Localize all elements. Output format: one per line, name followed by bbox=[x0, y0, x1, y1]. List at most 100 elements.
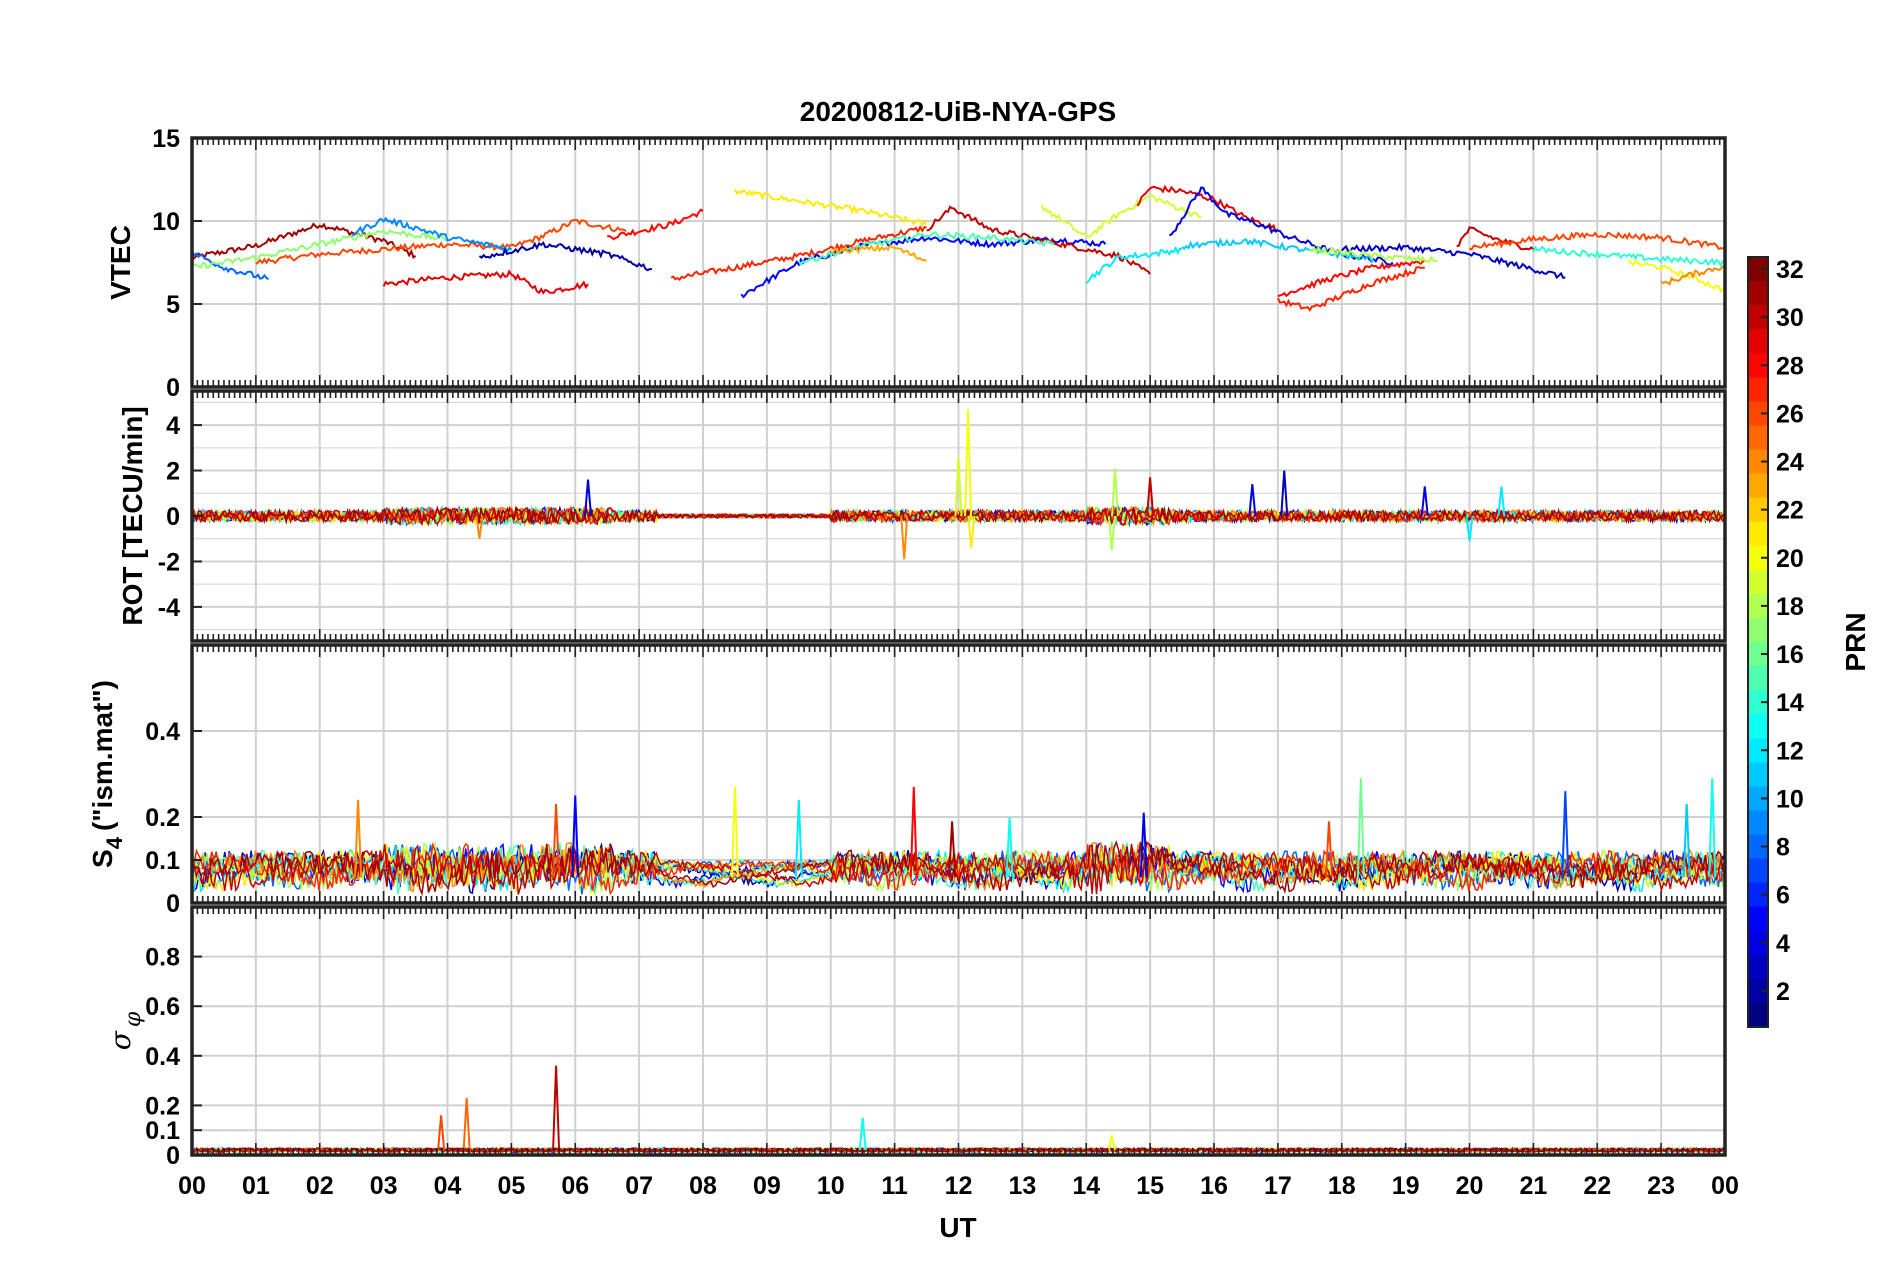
colorbar-tick-label: 26 bbox=[1776, 400, 1804, 428]
x-tick-label: 03 bbox=[370, 1172, 398, 1200]
x-tick-label: 01 bbox=[242, 1172, 270, 1200]
vtec-series-prn-30 bbox=[926, 205, 1151, 275]
noise-trace-prn-24 bbox=[192, 840, 1725, 893]
spike-prn-4 bbox=[1420, 486, 1429, 517]
y-tick-label: -4 bbox=[158, 594, 180, 622]
vtec-series-prn-28 bbox=[607, 208, 704, 241]
vtec-series-prn-21 bbox=[734, 188, 928, 227]
y-tick-label: 2 bbox=[166, 458, 180, 486]
spike-prn-5 bbox=[571, 795, 580, 878]
x-tick-label: 08 bbox=[689, 1172, 717, 1200]
spike-prn-24 bbox=[900, 515, 909, 560]
vtec-series-prn-28 bbox=[1277, 259, 1426, 298]
y-tick-label: 0.1 bbox=[145, 1117, 180, 1145]
y-tick-label: 0.1 bbox=[145, 847, 180, 875]
spike-prn-30 bbox=[552, 1065, 561, 1151]
vtec-series-prn-30 bbox=[1456, 226, 1535, 251]
spike-prn-13 bbox=[1005, 816, 1014, 878]
panel-data bbox=[192, 778, 1725, 897]
spike-prn-11 bbox=[1682, 804, 1691, 878]
x-axis-label: UT bbox=[939, 1212, 976, 1243]
vtec-series-prn-29 bbox=[1136, 184, 1279, 233]
colorbar-tick-label: 22 bbox=[1776, 497, 1804, 525]
x-tick-label: 19 bbox=[1392, 1172, 1420, 1200]
spike-prn-18 bbox=[1107, 515, 1116, 551]
noise-trace-prn-30 bbox=[192, 844, 1725, 895]
colorbar-tick-label: 28 bbox=[1776, 352, 1804, 380]
vtec-series-prn-27 bbox=[670, 225, 927, 281]
spike-prn-26 bbox=[437, 1115, 446, 1151]
spike-prn-30 bbox=[1146, 477, 1155, 517]
colorbar-tick-label: 30 bbox=[1776, 304, 1804, 332]
colorbar-bar bbox=[1747, 256, 1769, 1028]
x-tick-label: 18 bbox=[1328, 1172, 1356, 1200]
vtec-series-prn-27 bbox=[1276, 266, 1425, 312]
y-tick-label: -2 bbox=[158, 548, 180, 576]
x-tick-label: 09 bbox=[753, 1172, 781, 1200]
vtec-series-prn-26 bbox=[255, 218, 627, 265]
spike-prn-19 bbox=[954, 456, 963, 517]
y-axis-label-sub: φ bbox=[121, 1011, 146, 1027]
vtec-series-prn-26 bbox=[1469, 231, 1725, 251]
x-tick-label: 17 bbox=[1264, 1172, 1292, 1200]
colorbar-tick-label: 20 bbox=[1776, 545, 1804, 573]
x-tick-label: 21 bbox=[1519, 1172, 1547, 1200]
spike-prn-20 bbox=[964, 409, 973, 517]
spike-prn-18 bbox=[1110, 468, 1119, 517]
vtec-series-prn-24 bbox=[1660, 264, 1725, 286]
y-tick-label: 0.2 bbox=[145, 1092, 180, 1120]
spike-prn-20 bbox=[730, 786, 739, 878]
y-tick-label: 0 bbox=[166, 374, 180, 402]
colorbar-tick-label: 14 bbox=[1776, 689, 1804, 717]
panel-1: 0 5 10 15 VTEC bbox=[105, 125, 1727, 402]
spike-prn-4 bbox=[584, 479, 593, 517]
vtec-series-prn-29 bbox=[382, 269, 589, 295]
colorbar-label: PRN bbox=[1840, 612, 1871, 671]
noise-trace-prn-18 bbox=[192, 841, 1725, 897]
colorbar-tick-label: 24 bbox=[1776, 449, 1804, 477]
colorbar-tick-label: 32 bbox=[1776, 256, 1804, 284]
noise-trace-prn-27 bbox=[192, 841, 1725, 896]
spike-prn-31 bbox=[948, 821, 957, 878]
y-tick-label: 0.8 bbox=[145, 944, 180, 972]
y-axis-label-sigma: σφ bbox=[104, 1011, 146, 1050]
spike-prn-24 bbox=[475, 515, 484, 539]
y-tick-label: 15 bbox=[152, 125, 180, 153]
y-tick-label: 0 bbox=[166, 503, 180, 531]
spike-prn-13 bbox=[858, 1117, 867, 1151]
y-tick-label: 0.4 bbox=[145, 1043, 180, 1071]
x-tick-label: 00 bbox=[178, 1172, 206, 1200]
panel-4: 00.10.2 0.4 0.6 0.8 σφ 00 01 02 03 04 05 06 07 08 09 10… bbox=[104, 905, 1739, 1200]
vtec-series-prn-9 bbox=[351, 216, 512, 254]
y-tick-label: 0.4 bbox=[145, 718, 180, 746]
figure-title: 20200812-UiB-NYA-GPS bbox=[800, 96, 1116, 127]
x-tick-label: 14 bbox=[1072, 1172, 1100, 1200]
y-axis-label-rest: ("ism.mat") bbox=[87, 680, 118, 831]
vtec-series-prn-19 bbox=[1040, 194, 1202, 238]
panel-grid bbox=[192, 907, 1725, 1155]
x-tick-label: 12 bbox=[945, 1172, 973, 1200]
spike-prn-26 bbox=[1324, 821, 1333, 878]
spike-prn-12 bbox=[794, 799, 803, 878]
panel-minor-ticks bbox=[191, 391, 1726, 641]
x-tick-label: 13 bbox=[1008, 1172, 1036, 1200]
vtec-series-prn-14 bbox=[1532, 245, 1725, 268]
colorbar-tick-label: 6 bbox=[1776, 882, 1790, 910]
vtec-series-prn-31 bbox=[192, 222, 417, 260]
vtec-series-prn-20 bbox=[1628, 258, 1725, 293]
spike-prn-12 bbox=[1497, 486, 1506, 517]
noise-trace-prn-31 bbox=[192, 505, 1725, 526]
x-tick-label: 20 bbox=[1456, 1172, 1484, 1200]
spike-prn-12 bbox=[1465, 515, 1474, 542]
x-tick-label: 23 bbox=[1647, 1172, 1675, 1200]
y-tick-label: 0 bbox=[166, 890, 180, 918]
y-axis-label-main: σ bbox=[104, 1030, 137, 1050]
x-tick-label: 04 bbox=[434, 1172, 462, 1200]
x-tick-label: 07 bbox=[625, 1172, 653, 1200]
panel-minor-ticks bbox=[191, 645, 1726, 903]
y-axis-label: ROT [TECU/min] bbox=[117, 406, 148, 625]
noise-trace-prn-31 bbox=[192, 839, 1725, 897]
spike-prn-20 bbox=[1107, 1134, 1116, 1151]
